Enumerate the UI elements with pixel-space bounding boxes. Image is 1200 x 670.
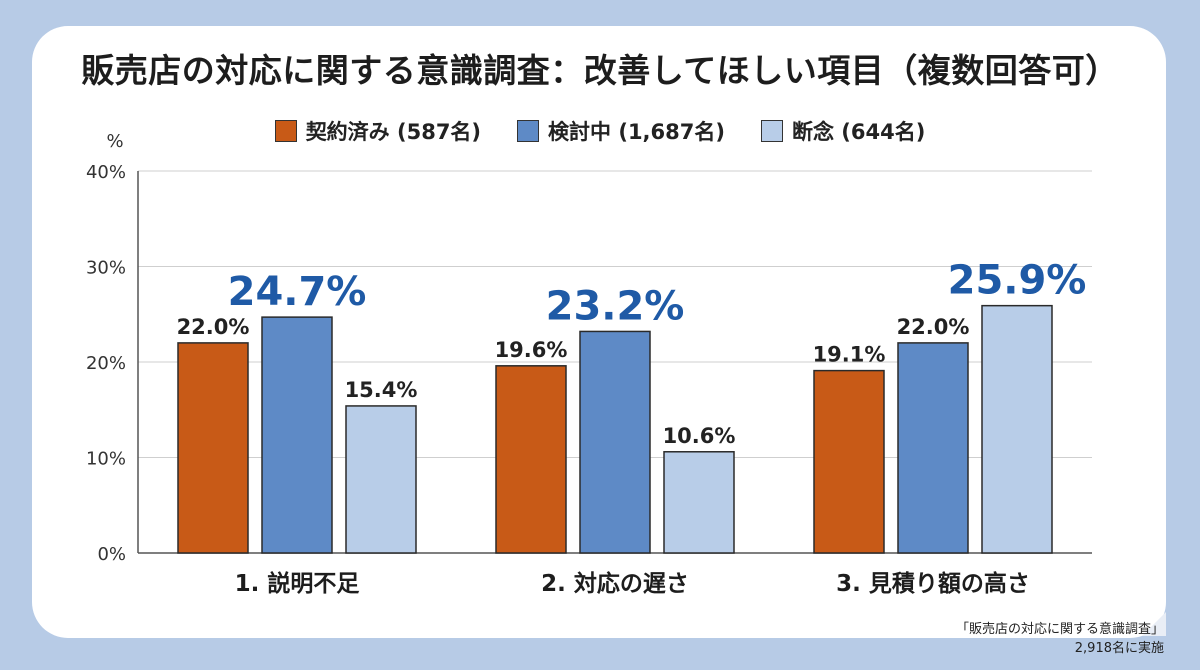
bar-value-label-highlight: 25.9%: [948, 258, 1087, 304]
bar-value-label: 22.0%: [177, 315, 250, 339]
bar: [345, 405, 417, 554]
x-category-label: 1. 説明不足: [235, 570, 360, 597]
legend-item-abandoned: 断念 (644名): [760, 116, 926, 146]
y-axis-label: %: [106, 131, 123, 152]
legend-item-considering: 検討中 (1,687名): [517, 116, 725, 146]
legend-label-contracted: 契約済み (587名): [305, 120, 482, 144]
legend-swatch-abandoned: [760, 120, 783, 142]
source-footnote: 「販売店の対応に関する意識調査」 2,918名に実施: [956, 620, 1164, 658]
legend-item-contracted: 契約済み (587名): [274, 116, 482, 146]
chart-title: 販売店の対応に関する意識調査：改善してほしい項目（複数回答可）: [81, 51, 1119, 90]
bar: [261, 316, 333, 554]
y-tick-label: 30%: [86, 258, 126, 279]
y-tick-label: 20%: [86, 353, 126, 374]
chart-legend: 契約済み (587名) 検討中 (1,687名) 断念 (644名): [0, 116, 1200, 146]
y-tick-label: 0%: [97, 544, 126, 565]
footnote-line-2: 2,918名に実施: [1074, 641, 1164, 656]
bar: [579, 330, 651, 554]
bar: [813, 369, 885, 554]
legend-swatch-contracted: [274, 120, 297, 142]
bar-value-label: 22.0%: [897, 315, 970, 339]
legend-label-considering: 検討中 (1,687名): [548, 120, 725, 144]
page-fold-corner: [1142, 612, 1166, 636]
bar: [177, 342, 249, 554]
bar-value-label: 19.1%: [813, 343, 886, 367]
legend-swatch-considering: [517, 120, 540, 142]
bar: [495, 365, 567, 554]
bar: [981, 304, 1053, 554]
bar: [897, 342, 969, 554]
y-tick-label: 10%: [86, 449, 126, 470]
bar-value-label: 19.6%: [495, 338, 568, 362]
x-category-label: 2. 対応の遅さ: [541, 570, 689, 597]
y-tick-label: 40%: [86, 162, 126, 183]
footnote-line-1: 「販売店の対応に関する意識調査」: [955, 622, 1164, 637]
bar-value-label: 10.6%: [663, 424, 736, 448]
bar: [663, 451, 735, 554]
bar-value-label: 15.4%: [345, 378, 418, 402]
bar-value-label-highlight: 24.7%: [228, 269, 367, 315]
legend-label-abandoned: 断念 (644名): [791, 120, 926, 144]
x-category-label: 3. 見積り額の高さ: [836, 570, 1030, 597]
bar-value-label-highlight: 23.2%: [546, 283, 685, 329]
